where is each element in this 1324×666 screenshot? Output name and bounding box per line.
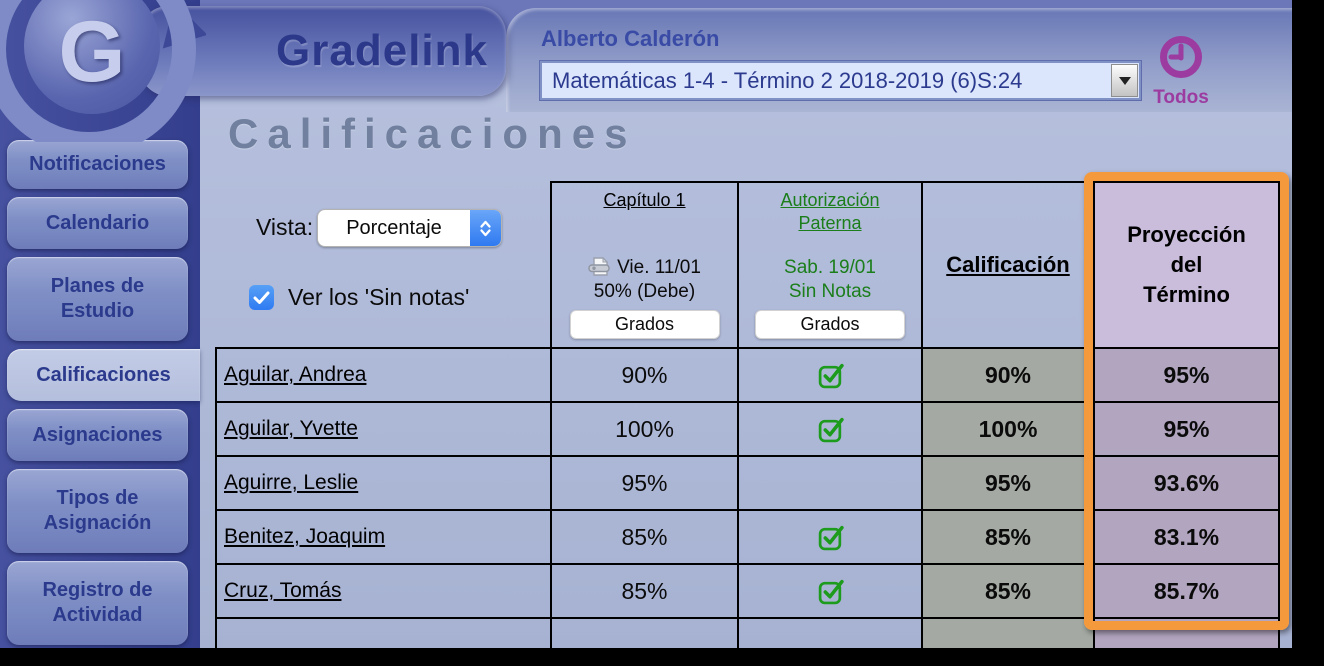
assignment-due-date: Sab. 19/01: [784, 256, 876, 278]
column-header-calificacion: Calificación: [921, 181, 1093, 347]
clock-icon: [1160, 36, 1202, 78]
grades-table: Capítulo 1 Vie. 11/01 50% (Debe) Grados …: [215, 181, 1280, 648]
checked-checkbox-icon: [818, 363, 844, 388]
grade-cell-autorizacion[interactable]: [737, 563, 921, 617]
sidebar-item-tipos-de-asignacion[interactable]: Tipos de Asignación: [7, 469, 188, 553]
proyeccion-cell: 93.6%: [1093, 455, 1280, 509]
print-icon[interactable]: [588, 256, 612, 279]
grade-cell-capitulo1[interactable]: 85%: [550, 509, 737, 563]
sidebar-item-registro-de-actividad[interactable]: Registro de Actividad: [7, 561, 188, 645]
show-missing-label: Ver los 'Sin notas': [288, 284, 470, 310]
sidebar-item-notificaciones[interactable]: Notificaciones: [7, 140, 188, 189]
vista-select-value: Porcentaje: [346, 216, 442, 239]
sidebar-item-planes-de-estudio[interactable]: Planes de Estudio: [7, 257, 188, 341]
class-select-value: Matemáticas 1-4 - Término 2 2018-2019 (6…: [552, 67, 1023, 93]
chevron-down-icon: [1118, 76, 1131, 85]
sidebar-item-calendario[interactable]: Calendario: [7, 197, 188, 249]
proyeccion-cell: 83.1%: [1093, 509, 1280, 563]
grade-cell-capitulo1[interactable]: 100%: [550, 401, 737, 455]
assignment-due-date: Vie. 11/01: [617, 256, 701, 278]
partial-row-cell: [550, 617, 737, 648]
calificacion-cell: 85%: [921, 509, 1093, 563]
assignment-status: Sin Notas: [788, 281, 872, 303]
proyeccion-cell: 85.7%: [1093, 563, 1280, 617]
grade-cell-autorizacion-empty[interactable]: [737, 455, 921, 509]
vista-label: Vista:: [256, 214, 314, 240]
assignment-link[interactable]: Capítulo 1: [603, 190, 686, 210]
grade-cell-capitulo1[interactable]: 85%: [550, 563, 737, 617]
sidebar-item-asignaciones[interactable]: Asignaciones: [7, 409, 188, 461]
column-header-capitulo-1: Capítulo 1 Vie. 11/01 50% (Debe) Grados: [550, 181, 737, 347]
logo-letter: G: [58, 3, 126, 100]
column-header-proyeccion-del-termino: Proyección del Término: [1093, 181, 1280, 347]
todos-label: Todos: [1153, 87, 1209, 108]
gradelink-app-window: Notificaciones Calendario Planes de Estu…: [0, 0, 1292, 648]
assignment-link[interactable]: Autorización Paterna: [780, 190, 880, 234]
table-row-student-link[interactable]: Benitez, Joaquim: [215, 509, 550, 563]
brand-wordmark: Gradelink: [276, 26, 488, 75]
grade-cell-capitulo1[interactable]: 90%: [550, 347, 737, 401]
class-select[interactable]: Matemáticas 1-4 - Término 2 2018-2019 (6…: [540, 61, 1141, 100]
checked-checkbox-icon: [818, 579, 844, 604]
column-header-autorizacion-paterna: Autorización Paterna Sab. 19/01 Sin Nota…: [737, 181, 921, 347]
grados-button[interactable]: Grados: [755, 310, 905, 339]
proyeccion-cell: 95%: [1093, 347, 1280, 401]
todos-button[interactable]: Todos: [1140, 34, 1222, 109]
partial-row-cell: [737, 617, 921, 648]
grade-cell-autorizacion[interactable]: [737, 347, 921, 401]
table-row-student-link[interactable]: Cruz, Tomás: [215, 563, 550, 617]
select-stepper-icon: [470, 210, 501, 246]
calificacion-cell: 90%: [921, 347, 1093, 401]
calificacion-header-link[interactable]: Calificación: [946, 252, 1070, 277]
brand-bar: Gradelink: [140, 6, 506, 96]
grade-cell-capitulo1[interactable]: 95%: [550, 455, 737, 509]
check-icon: [253, 291, 270, 304]
calificacion-cell: 95%: [921, 455, 1093, 509]
grados-button[interactable]: Grados: [569, 310, 720, 339]
partial-row-cell: [921, 617, 1093, 648]
table-row-student-link[interactable]: Aguirre, Leslie: [215, 455, 550, 509]
grade-cell-autorizacion[interactable]: [737, 401, 921, 455]
class-select-arrow-button[interactable]: [1111, 64, 1138, 97]
calificacion-cell: 85%: [921, 563, 1093, 617]
table-row-student-link[interactable]: Aguilar, Yvette: [215, 401, 550, 455]
student-column-header: [215, 181, 550, 347]
grade-cell-autorizacion[interactable]: [737, 509, 921, 563]
partial-row-cell: [1093, 617, 1280, 648]
teacher-name: Alberto Calderón: [541, 26, 720, 51]
show-missing-checkbox[interactable]: [249, 285, 274, 310]
calificacion-cell: 100%: [921, 401, 1093, 455]
gradelink-logo-icon: G: [0, 0, 206, 142]
table-row-student-link[interactable]: Aguilar, Andrea: [215, 347, 550, 401]
proyeccion-cell: 95%: [1093, 401, 1280, 455]
checked-checkbox-icon: [818, 417, 844, 442]
partial-row-cell: [215, 617, 550, 648]
page-title: Calificaciones: [228, 110, 637, 157]
vista-select[interactable]: Porcentaje: [317, 209, 502, 247]
sidebar-item-calificaciones[interactable]: Calificaciones: [7, 349, 200, 401]
checked-checkbox-icon: [818, 525, 844, 550]
assignment-weight: 50% (Debe): [593, 281, 696, 303]
logo-disc-shape: G: [24, 0, 160, 114]
